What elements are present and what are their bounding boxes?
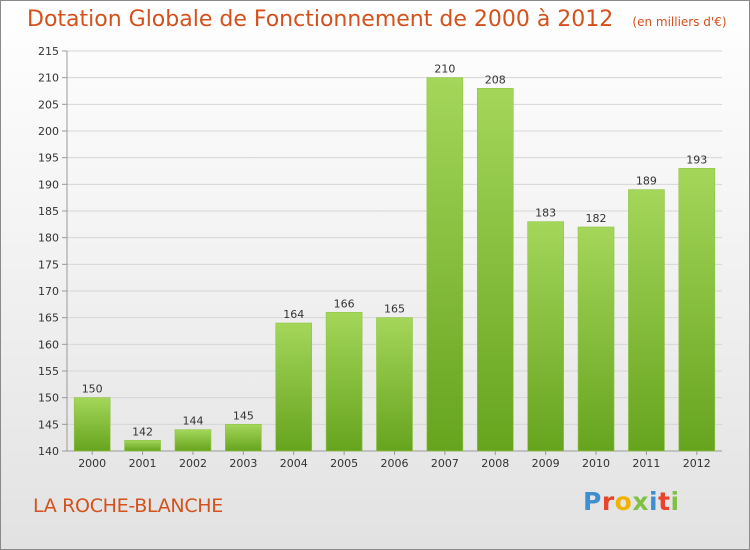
logo-letter: o	[614, 487, 633, 516]
y-tick-label: 205	[38, 98, 59, 111]
x-tick-label-2002: 2002	[179, 457, 207, 470]
y-tick-label: 160	[38, 338, 59, 351]
x-tick-label-2012: 2012	[683, 457, 711, 470]
bar-2000	[73, 397, 111, 452]
bar-2012	[678, 168, 716, 452]
data-label-2010: 182	[586, 212, 607, 225]
y-tick-label: 185	[38, 205, 59, 218]
data-label-2006: 165	[384, 303, 405, 316]
data-label-2005: 166	[334, 297, 355, 310]
x-tick-label-2006: 2006	[381, 457, 409, 470]
data-label-2012: 193	[686, 153, 707, 166]
bar-2001	[124, 440, 161, 452]
y-tick-label: 140	[38, 445, 59, 458]
bar-2010	[577, 226, 615, 452]
bar-2007	[426, 77, 464, 452]
x-tick-label-2001: 2001	[129, 457, 157, 470]
y-tick-label: 190	[38, 178, 59, 191]
x-tick-label-2011: 2011	[632, 457, 660, 470]
data-label-2004: 164	[283, 308, 304, 321]
logo-letter: i	[670, 487, 680, 516]
bar-2003	[225, 424, 262, 452]
y-tick-label: 195	[38, 152, 59, 165]
x-tick-label-2008: 2008	[481, 457, 509, 470]
proxiti-logo: Proxiti	[583, 487, 680, 516]
logo-letter: r	[601, 487, 615, 516]
chart-unit: (en milliers d'€)	[632, 15, 727, 29]
bar-2004	[275, 322, 313, 452]
chart-title: Dotation Globale de Fonctionnement de 20…	[27, 7, 614, 32]
data-label-2008: 208	[485, 73, 506, 86]
data-label-2001: 142	[132, 425, 153, 438]
bar-2008	[476, 88, 514, 452]
commune-name: LA ROCHE-BLANCHE	[33, 495, 223, 517]
y-tick-label: 200	[38, 125, 59, 138]
data-label-2003: 145	[233, 409, 254, 422]
bar-2009	[527, 221, 564, 452]
logo-letter: t	[658, 487, 671, 516]
y-tick-label: 175	[38, 258, 59, 271]
title-row: Dotation Globale de Fonctionnement de 20…	[27, 7, 727, 32]
logo-letter: x	[632, 487, 649, 516]
y-tick-label: 155	[38, 365, 59, 378]
bar-2006	[376, 317, 413, 452]
x-tick-label-2005: 2005	[330, 457, 358, 470]
x-tick-label-2009: 2009	[532, 457, 560, 470]
data-label-2009: 183	[535, 207, 556, 220]
bar-2011	[628, 189, 665, 452]
data-label-2007: 210	[434, 63, 455, 76]
bar-2002	[174, 429, 212, 452]
x-tick-label-2007: 2007	[431, 457, 459, 470]
logo-letter: i	[649, 487, 659, 516]
x-tick-label-2000: 2000	[78, 457, 106, 470]
y-tick-label: 165	[38, 312, 59, 325]
y-tick-label: 215	[38, 45, 59, 58]
bar-2005	[325, 312, 363, 452]
data-label-2000: 150	[82, 383, 103, 396]
x-tick-label-2004: 2004	[280, 457, 308, 470]
x-tick-label-2010: 2010	[582, 457, 610, 470]
y-tick-label: 180	[38, 232, 59, 245]
x-tick-label-2003: 2003	[229, 457, 257, 470]
logo-letter: P	[583, 487, 602, 516]
data-label-2011: 189	[636, 175, 657, 188]
y-tick-label: 150	[38, 392, 59, 405]
y-tick-label: 170	[38, 285, 59, 298]
y-tick-label: 145	[38, 418, 59, 431]
y-tick-label: 210	[38, 72, 59, 85]
data-label-2002: 144	[182, 415, 203, 428]
